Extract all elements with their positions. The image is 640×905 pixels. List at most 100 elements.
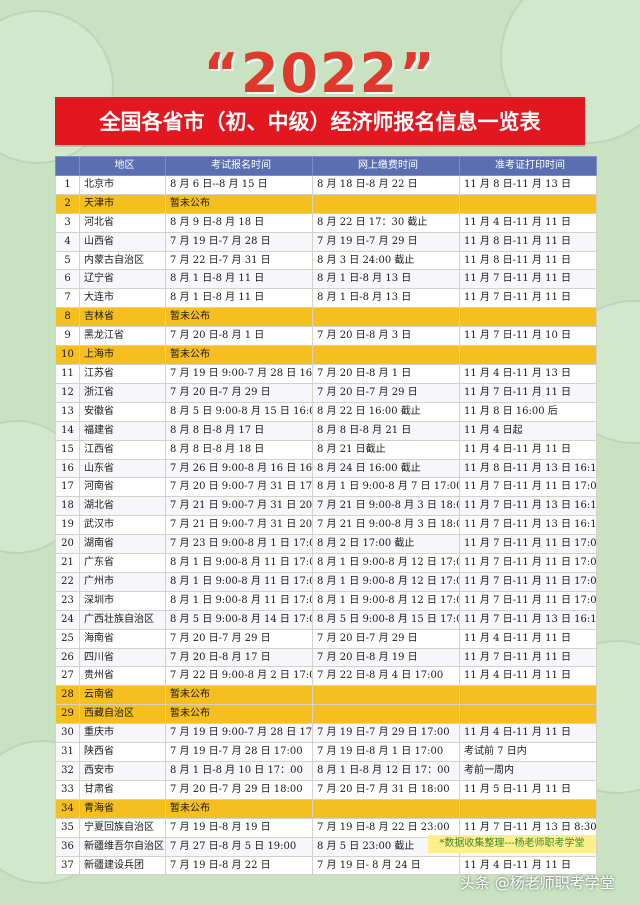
row-region: 湖南省 xyxy=(79,534,166,555)
row-region: 西安市 xyxy=(79,761,166,781)
row-print-time: 考前一周内 xyxy=(459,761,597,781)
row-payment-time: 7 月 20 日-8 月 19 日 xyxy=(312,647,460,668)
watermark: 头条 @杨老师职考学堂 xyxy=(460,874,615,892)
row-region: 重庆市 xyxy=(79,723,166,744)
row-number: 14 xyxy=(55,420,80,441)
row-number: 31 xyxy=(55,742,80,762)
row-register-time: 7 月 23 日 9:00-8 月 1 日 17:00 xyxy=(165,534,313,555)
row-region: 云南省 xyxy=(79,685,166,706)
row-register-time: 7 月 20 日-7 月 29 日 xyxy=(165,382,313,403)
row-print-time: 11 月 8 日-11 月 11 日 xyxy=(459,231,597,252)
row-register-time: 7 月 19 日-7 月 28 日 17:00 xyxy=(165,742,313,762)
row-number: 8 xyxy=(55,307,80,328)
row-number: 24 xyxy=(55,609,80,630)
row-register-time: 暂未公布 xyxy=(165,193,313,214)
row-region: 福建省 xyxy=(79,420,166,441)
header-print-time: 准考证打印时间 xyxy=(459,156,597,176)
row-payment-time: 7 月 19 日-7 月 29 日 xyxy=(312,231,460,252)
row-payment-time: 7 月 20 日-8 月 1 日 xyxy=(312,363,460,384)
row-register-time: 7 月 21 日 9:00-7 月 31 日 20:00 xyxy=(165,496,313,517)
row-register-time: 7 月 26 日 9:00-8 月 16 日 16:00 xyxy=(165,458,313,479)
row-register-time: 暂未公布 xyxy=(165,798,313,819)
row-print-time: 11 月 4 日-11 月 11 日 xyxy=(459,212,597,233)
row-payment-time: 7 月 21 日 9:00-8 月 3 日 18:00 xyxy=(312,496,460,517)
row-region: 山东省 xyxy=(79,458,166,479)
row-register-time: 8 月 1 日-8 月 11 日 xyxy=(165,269,313,290)
row-region: 深圳市 xyxy=(79,590,166,611)
row-region: 四川省 xyxy=(79,647,166,668)
row-number: 26 xyxy=(55,647,80,668)
row-number: 37 xyxy=(55,855,80,876)
row-number: 22 xyxy=(55,571,80,592)
row-register-time: 暂未公布 xyxy=(165,685,313,706)
row-region: 西藏自治区 xyxy=(79,704,166,725)
registration-table: 地区 考试报名时间 网上缴费时间 准考证打印时间 1 北京市 8 月 6 日--8 … xyxy=(55,156,597,876)
row-print-time: 11 月 8 日-11 月 13 日 xyxy=(459,174,597,195)
row-payment-time xyxy=(312,193,460,214)
table-row: 28 云南省 暂未公布 xyxy=(55,685,597,706)
row-payment-time: 8 月 1 日 9:00-8 月 12 日 17:00 xyxy=(312,553,460,573)
row-register-time: 7 月 22 日 9:00-8 月 2 日 17:00 xyxy=(165,666,313,687)
table-row: 24 广西壮族自治区 8 月 5 日 9:00-8 月 14 日 17:00 8 月 … xyxy=(55,609,597,630)
row-payment-time: 8 月 2 日 17:00 截止 xyxy=(312,534,460,555)
row-number: 10 xyxy=(55,345,80,365)
row-payment-time: 8 月 21 日截止 xyxy=(312,439,460,460)
row-register-time: 8 月 1 日-8 月 11 日 xyxy=(165,288,313,309)
row-payment-time xyxy=(312,345,460,365)
row-register-time: 8 月 1 日 9:00-8 月 11 日 17:00 xyxy=(165,571,313,592)
row-number: 18 xyxy=(55,496,80,517)
table-row: 18 湖北省 7 月 21 日 9:00-7 月 31 日 20:00 7 月 21 … xyxy=(55,496,597,517)
row-print-time xyxy=(459,704,597,725)
row-region: 河南省 xyxy=(79,477,166,498)
row-register-time: 7 月 20 日-8 月 1 日 xyxy=(165,326,313,347)
row-number: 13 xyxy=(55,401,80,422)
row-print-time xyxy=(459,307,597,328)
row-payment-time: 8 月 1 日-8 月 12 日 17：00 xyxy=(312,761,460,781)
row-number: 25 xyxy=(55,628,80,649)
table-row: 19 武汉市 7 月 21 日 9:00-7 月 31 日 20:00 7 月 21 … xyxy=(55,515,597,536)
row-register-time: 7 月 19 日 9:00-7 月 28 日 16:00 xyxy=(165,363,313,384)
row-number: 11 xyxy=(55,363,80,384)
table-row: 20 湖南省 7 月 23 日 9:00-8 月 1 日 17:00 8 月 2 日 … xyxy=(55,534,597,555)
row-print-time xyxy=(459,798,597,819)
table-row: 29 西藏自治区 暂未公布 xyxy=(55,704,597,725)
row-region: 河北省 xyxy=(79,212,166,233)
row-region: 广州市 xyxy=(79,571,166,592)
row-print-time: 11 月 4 日-11 月 11 日 xyxy=(459,628,597,649)
row-payment-time: 8 月 22 日 17：30 截止 xyxy=(312,212,460,233)
row-number: 1 xyxy=(55,174,80,195)
row-region: 新疆维吾尔自治区 xyxy=(79,836,166,857)
row-number: 19 xyxy=(55,515,80,536)
table-row: 2 天津市 暂未公布 xyxy=(55,193,597,214)
header-region: 地区 xyxy=(79,156,166,176)
row-print-time xyxy=(459,345,597,365)
row-region: 山西省 xyxy=(79,231,166,252)
row-region: 辽宁省 xyxy=(79,269,166,290)
row-print-time: 11 月 7 日-11 月 13 日 16:10 xyxy=(459,496,597,517)
table-row: 33 甘肃省 7 月 20 日-7 月 29 日 18:00 7 月 20 日-7 月… xyxy=(55,779,597,800)
row-payment-time xyxy=(312,798,460,819)
row-register-time: 8 月 5 日 9:00-8 月 14 日 17:00 xyxy=(165,609,313,630)
row-register-time: 8 月 6 日--8 月 15 日 xyxy=(165,174,313,195)
row-print-time: 11 月 7 日-11 月 13 日 8:30 xyxy=(459,817,597,838)
row-register-time: 8 月 8 日-8 月 18 日 xyxy=(165,439,313,460)
row-print-time: 11 月 7 日-11 月 11 日 xyxy=(459,288,597,309)
row-region: 武汉市 xyxy=(79,515,166,536)
row-number: 4 xyxy=(55,231,80,252)
row-payment-time: 8 月 8 日-8 月 21 日 xyxy=(312,420,460,441)
row-region: 北京市 xyxy=(79,174,166,195)
row-register-time: 8 月 5 日 9:00-8 月 15 日 16:00 xyxy=(165,401,313,422)
row-payment-time: 7 月 19 日-8 月 1 日 17:00 xyxy=(312,742,460,762)
row-payment-time: 8 月 18 日-8 月 22 日 xyxy=(312,174,460,195)
row-payment-time: 7 月 22 日-8 月 4 日 17:00 xyxy=(312,666,460,687)
row-number: 7 xyxy=(55,288,80,309)
row-print-time: 11 月 7 日-11 月 11 日 17:00 xyxy=(459,590,597,611)
row-print-time xyxy=(459,685,597,706)
row-print-time: 11 月 4 日-11 月 11 日 xyxy=(459,723,597,744)
row-register-time: 暂未公布 xyxy=(165,704,313,725)
